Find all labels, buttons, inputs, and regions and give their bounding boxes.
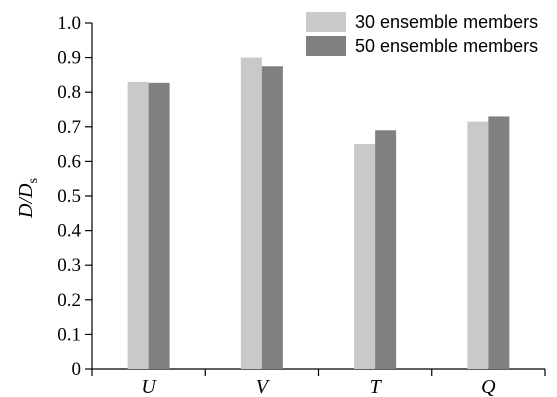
y-tick-label: 0.5 [57,186,81,207]
y-tick-label: 0.2 [57,290,81,311]
bar-series-50-u [148,82,170,369]
bar-series-30-t [354,144,376,369]
bar-series-50-v [261,66,283,369]
y-tick-label: 0.6 [57,151,81,172]
y-axis-title-subscript: s [26,178,41,183]
y-tick-label: 0.1 [57,324,81,345]
x-tick-label: V [256,376,271,397]
bar-series-30-q [467,121,489,369]
bars [127,57,510,369]
y-axis-title-main: D/D [15,183,37,219]
x-tick-label: T [370,376,383,397]
svg-text:D/Ds: D/Ds [15,178,41,219]
x-tick-label: Q [481,376,496,397]
bar-series-30-u [127,81,149,369]
bar-series-50-t [375,130,397,369]
y-axis-ticks: 0 0.1 0.2 0.3 0.4 0.5 0.6 0.7 0.8 0.9 1.0 [57,13,92,380]
y-tick-label: 0.7 [57,117,81,138]
bar-series-30-v [240,57,262,369]
y-tick-label: 0.8 [57,82,81,103]
bar-series-50-q [488,116,510,369]
x-tick-label: U [141,376,157,397]
legend-label: 30 ensemble members [355,12,538,32]
legend-swatch [306,36,346,56]
y-tick-label: 0.3 [57,255,81,276]
y-tick-label: 0.9 [57,48,81,69]
y-tick-label: 0 [72,359,82,380]
y-tick-label: 0.4 [57,221,81,242]
legend-swatch [306,12,346,32]
legend-label: 50 ensemble members [355,36,538,56]
y-axis-title: D/Ds [15,178,41,219]
y-tick-label: 1.0 [57,13,81,34]
legend: 30 ensemble members 50 ensemble members [306,12,538,56]
